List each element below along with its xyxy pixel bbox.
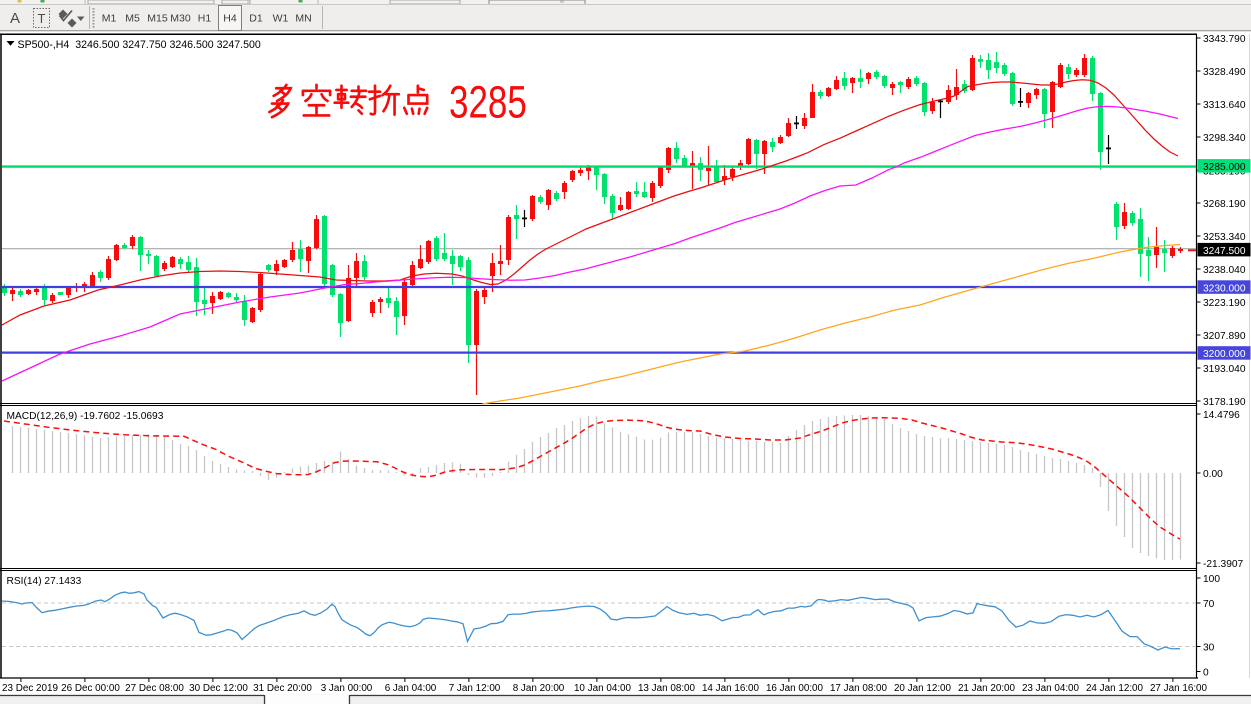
svg-text:3207.890: 3207.890 [1203, 331, 1246, 342]
svg-text:31 Dec 20:00: 31 Dec 20:00 [253, 683, 312, 694]
svg-text:3247.500: 3247.500 [1203, 246, 1246, 257]
svg-text:M5: M5 [125, 13, 140, 25]
svg-text:3268.190: 3268.190 [1203, 199, 1246, 210]
svg-text:14 Jan 16:00: 14 Jan 16:00 [702, 683, 760, 694]
svg-text:A: A [10, 10, 20, 27]
svg-text:M30: M30 [170, 13, 191, 25]
svg-text:3178.190: 3178.190 [1203, 397, 1246, 408]
svg-text:100: 100 [1203, 574, 1220, 585]
svg-text:17 Jan 08:00: 17 Jan 08:00 [830, 683, 888, 694]
svg-text:MACD(12,26,9) -19.7602 -15.069: MACD(12,26,9) -19.7602 -15.0693 [7, 411, 164, 422]
svg-text:70: 70 [1203, 599, 1215, 610]
svg-text:20 Jan 12:00: 20 Jan 12:00 [894, 683, 952, 694]
svg-text:21 Jan 20:00: 21 Jan 20:00 [958, 683, 1016, 694]
svg-text:RSI(14) 27.1433: RSI(14) 27.1433 [7, 576, 82, 587]
svg-text:MN: MN [295, 13, 311, 25]
svg-text:3230.000: 3230.000 [1203, 283, 1246, 294]
svg-text:14.4796: 14.4796 [1203, 410, 1240, 421]
svg-text:T: T [38, 11, 46, 26]
svg-text:23 Dec 2019: 23 Dec 2019 [2, 683, 59, 694]
svg-text:16 Jan 00:00: 16 Jan 00:00 [766, 683, 824, 694]
svg-text:30 Dec 12:00: 30 Dec 12:00 [189, 683, 248, 694]
svg-text:6 Jan 04:00: 6 Jan 04:00 [385, 683, 437, 694]
svg-text:23 Jan 04:00: 23 Jan 04:00 [1022, 683, 1080, 694]
svg-text:13 Jan 08:00: 13 Jan 08:00 [638, 683, 696, 694]
svg-text:SP500-,H4 3246.500 3247.750 3: SP500-,H4 3246.500 3247.750 3246.500 324… [18, 39, 261, 51]
svg-text:3298.340: 3298.340 [1203, 133, 1246, 144]
svg-text:-21.3907: -21.3907 [1203, 559, 1244, 570]
svg-text:26 Dec 00:00: 26 Dec 00:00 [61, 683, 120, 694]
svg-text:3193.040: 3193.040 [1203, 364, 1246, 375]
svg-text:3 Jan 00:00: 3 Jan 00:00 [321, 683, 373, 694]
svg-text:0.00: 0.00 [1203, 469, 1223, 480]
svg-text:3343.790: 3343.790 [1203, 34, 1246, 45]
svg-text:D1: D1 [249, 13, 263, 25]
svg-text:H1: H1 [198, 13, 212, 25]
svg-text:24 Jan 12:00: 24 Jan 12:00 [1086, 683, 1144, 694]
svg-text:W1: W1 [273, 13, 289, 25]
svg-text:3285.000: 3285.000 [1203, 162, 1246, 173]
svg-text:27 Dec 08:00: 27 Dec 08:00 [125, 683, 184, 694]
svg-text:3253.340: 3253.340 [1203, 232, 1246, 243]
svg-text:30: 30 [1203, 643, 1215, 654]
svg-text:3328.490: 3328.490 [1203, 67, 1246, 78]
svg-text:3285: 3285 [449, 76, 527, 127]
svg-text:3223.190: 3223.190 [1203, 298, 1246, 309]
svg-text:0: 0 [1203, 668, 1209, 679]
svg-text:10 Jan 04:00: 10 Jan 04:00 [574, 683, 632, 694]
svg-text:3200.000: 3200.000 [1203, 349, 1246, 360]
svg-text:3238.040: 3238.040 [1203, 265, 1246, 276]
svg-text:27 Jan 16:00: 27 Jan 16:00 [1150, 683, 1208, 694]
svg-text:M1: M1 [102, 13, 117, 25]
svg-text:3313.640: 3313.640 [1203, 100, 1246, 111]
svg-text:H4: H4 [223, 13, 237, 25]
svg-text:8 Jan 20:00: 8 Jan 20:00 [513, 683, 565, 694]
svg-text:7 Jan 12:00: 7 Jan 12:00 [449, 683, 501, 694]
svg-text:M15: M15 [147, 13, 168, 25]
